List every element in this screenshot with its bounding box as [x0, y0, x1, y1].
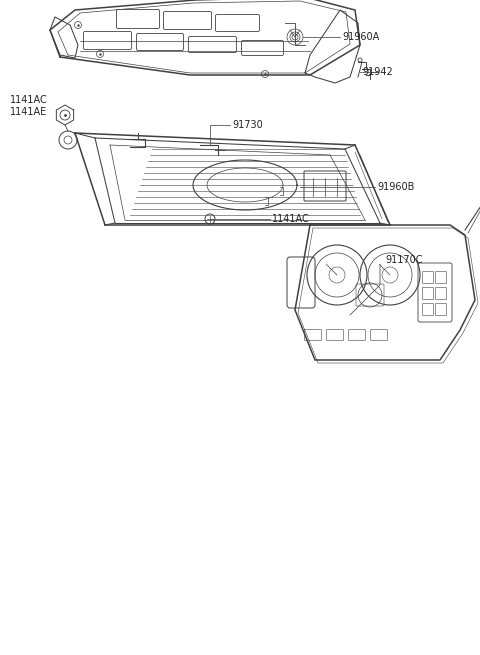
Text: 91170C: 91170C: [385, 255, 422, 265]
Text: 91730: 91730: [232, 120, 263, 130]
Text: 1141AC: 1141AC: [272, 214, 310, 224]
Text: 91960B: 91960B: [377, 182, 414, 192]
Text: 1141AC: 1141AC: [10, 95, 48, 105]
Text: 91960A: 91960A: [342, 32, 379, 42]
Text: 1141AE: 1141AE: [10, 107, 47, 117]
Text: 91942: 91942: [362, 67, 393, 77]
